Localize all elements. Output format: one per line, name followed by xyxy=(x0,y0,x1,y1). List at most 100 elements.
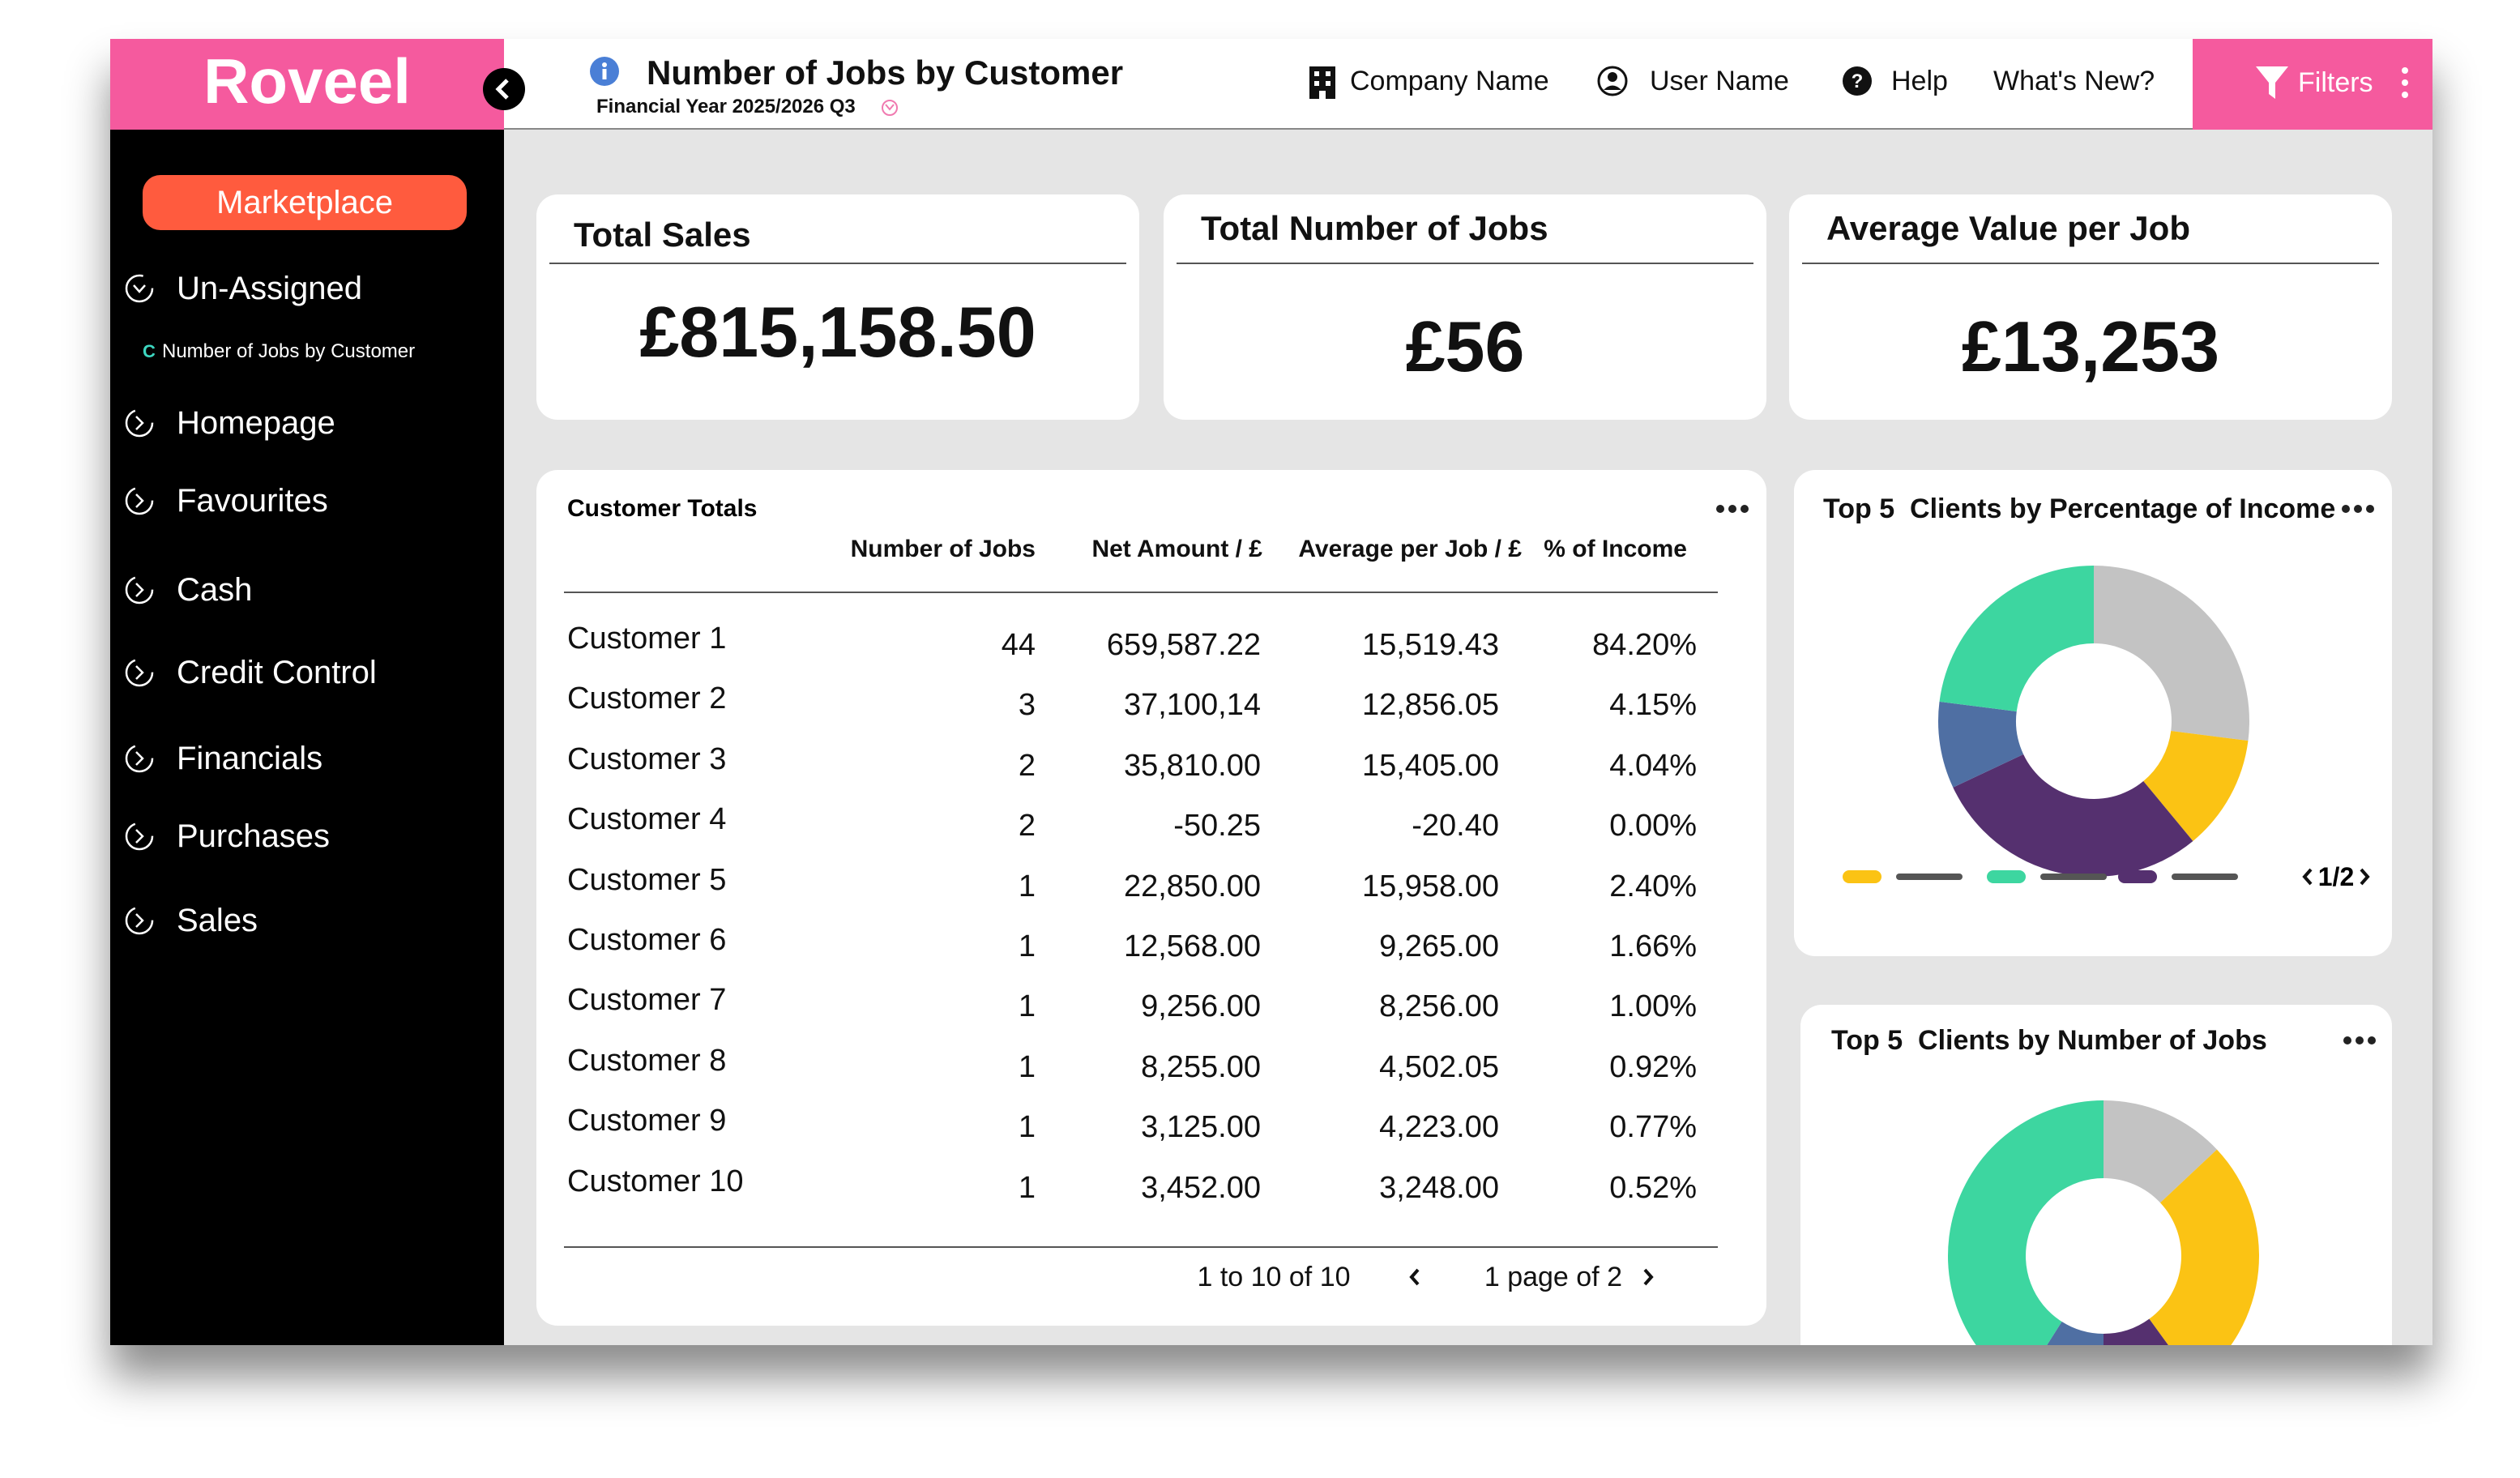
legend-prev[interactable] xyxy=(2301,867,2314,886)
nav-icon[interactable] xyxy=(123,656,156,689)
nav-icon-ring xyxy=(125,408,154,438)
nav-icon-ring xyxy=(125,486,154,515)
nav-icon[interactable] xyxy=(123,820,156,852)
column-header: Net Amount / £ xyxy=(1091,536,1262,562)
column-header: Number of Jobs xyxy=(850,536,1036,562)
table-cell: 659,587.22 xyxy=(1106,628,1261,662)
menu-icon[interactable] xyxy=(2400,66,2410,99)
chart-card: Top 5 Clients by Percentage of Income 1/… xyxy=(1794,470,2392,956)
logo-area xyxy=(110,39,504,130)
table-cell: 4.04% xyxy=(1609,748,1697,783)
chart-menu[interactable] xyxy=(2342,504,2374,514)
table-title: Customer Totals xyxy=(567,495,758,522)
collapse-button[interactable] xyxy=(483,68,525,110)
top-bar xyxy=(504,39,2193,130)
legend-next[interactable] xyxy=(2358,867,2371,886)
company-name[interactable]: Company Name xyxy=(1350,66,1549,96)
table-cell: 2 xyxy=(1018,748,1036,783)
help-link[interactable]: Help xyxy=(1891,66,1948,96)
nav-icon-arrow xyxy=(135,416,144,430)
kpi-card: Average Value per Job £13,253 xyxy=(1789,194,2392,420)
nav-icon[interactable] xyxy=(123,272,156,305)
range-label: 1 to 10 of 10 xyxy=(1197,1262,1351,1292)
legend-swatch xyxy=(2118,870,2157,883)
help-icon[interactable]: ? xyxy=(1843,66,1872,96)
company-icon[interactable] xyxy=(1308,65,1337,99)
nav-item[interactable]: Homepage xyxy=(177,405,335,441)
donut-slice xyxy=(2094,566,2249,741)
nav-icon[interactable] xyxy=(123,407,156,439)
nav-item[interactable]: Sales xyxy=(177,903,258,938)
table-cell: 8,256.00 xyxy=(1379,989,1499,1024)
footer-rule xyxy=(564,1246,1718,1248)
nav-item[interactable]: Financials xyxy=(177,741,323,776)
kpi-label: Average Value per Job xyxy=(1826,209,2190,247)
nav-icon-arrow xyxy=(135,665,144,680)
whats-new-link[interactable]: What's New? xyxy=(1993,66,2155,96)
donut-slice xyxy=(2047,1322,2104,1345)
donut-chart xyxy=(1938,566,2249,877)
nav-icon-arrow xyxy=(135,913,144,928)
donut-slice xyxy=(2104,1100,2217,1203)
table-cell: 3,125.00 xyxy=(1141,1110,1261,1145)
nav-item[interactable]: Purchases xyxy=(177,818,330,854)
nav-icon-arrow xyxy=(135,751,144,766)
legend-label-placeholder xyxy=(1896,874,1963,880)
info-icon[interactable] xyxy=(590,57,619,86)
nav-icon-ring xyxy=(125,274,154,303)
svg-text:?: ? xyxy=(1852,70,1864,92)
table-cell: 1 xyxy=(1018,1110,1036,1145)
subtitle-icon[interactable] xyxy=(880,97,899,117)
table-cell: 84.20% xyxy=(1592,628,1697,662)
chart-menu[interactable] xyxy=(2343,1036,2376,1045)
table-cell: 3,452.00 xyxy=(1141,1170,1261,1205)
user-icon[interactable] xyxy=(1596,65,1629,97)
table-cell: 37,100,14 xyxy=(1123,688,1261,723)
filters-button[interactable] xyxy=(2193,39,2432,130)
table-cell: 1.00% xyxy=(1609,989,1697,1024)
nav-icon[interactable] xyxy=(123,904,156,937)
nav-icon-arrow xyxy=(135,583,144,597)
marketplace-label[interactable]: Marketplace xyxy=(216,185,393,220)
customer-name: Customer 4 xyxy=(567,802,727,837)
kpi-rule xyxy=(1802,263,2379,264)
donut-slice xyxy=(1938,701,2024,788)
user-name[interactable]: User Name xyxy=(1650,66,1789,96)
legend-swatch xyxy=(1987,870,2026,883)
kpi-card: Total Number of Jobs £56 xyxy=(1164,194,1766,420)
customer-name: Customer 9 xyxy=(567,1104,727,1138)
customer-name: Customer 10 xyxy=(567,1164,744,1198)
nav-icon-ring xyxy=(125,906,154,935)
nav-item[interactable]: Favourites xyxy=(177,483,328,519)
nav-icon[interactable] xyxy=(123,485,156,517)
table-cell: 44 xyxy=(1001,628,1036,662)
kpi-card: Total Sales £815,158.50 xyxy=(536,194,1139,420)
nav-icon[interactable] xyxy=(123,574,156,606)
table-card: Customer Totals 1 to 10 of 10 1 page of … xyxy=(536,470,1766,1326)
legend xyxy=(1843,870,2238,883)
nav-item[interactable]: Credit Control xyxy=(177,655,377,690)
donut-slice xyxy=(1953,754,2193,877)
marketplace-button[interactable] xyxy=(143,175,467,230)
table-menu[interactable] xyxy=(1716,504,1749,514)
nav-icon-ring xyxy=(125,744,154,773)
prev-page[interactable] xyxy=(1408,1267,1421,1287)
table-cell: 4,502.05 xyxy=(1379,1049,1499,1084)
nav-icon-ring xyxy=(125,822,154,851)
table-cell: 0.00% xyxy=(1609,809,1697,844)
nav-item[interactable]: Cash xyxy=(177,572,253,608)
table-cell: 1 xyxy=(1018,869,1036,903)
sub-item[interactable]: Number of Jobs by Customer xyxy=(162,340,416,362)
table-cell: 4.15% xyxy=(1609,688,1697,723)
table-cell: 15,958.00 xyxy=(1361,869,1499,903)
next-page[interactable] xyxy=(1642,1267,1655,1287)
nav-item[interactable]: Un-Assigned xyxy=(177,271,363,306)
filter-icon[interactable] xyxy=(2256,66,2288,99)
donut-slice xyxy=(2149,1149,2259,1345)
table-cell: 2.40% xyxy=(1609,869,1697,903)
table-cell: 0.77% xyxy=(1609,1110,1697,1145)
page-title: Number of Jobs by Customer xyxy=(647,53,1124,92)
table-cell: 8,255.00 xyxy=(1141,1049,1261,1084)
filters-label[interactable]: Filters xyxy=(2298,67,2373,98)
nav-icon[interactable] xyxy=(123,742,156,775)
